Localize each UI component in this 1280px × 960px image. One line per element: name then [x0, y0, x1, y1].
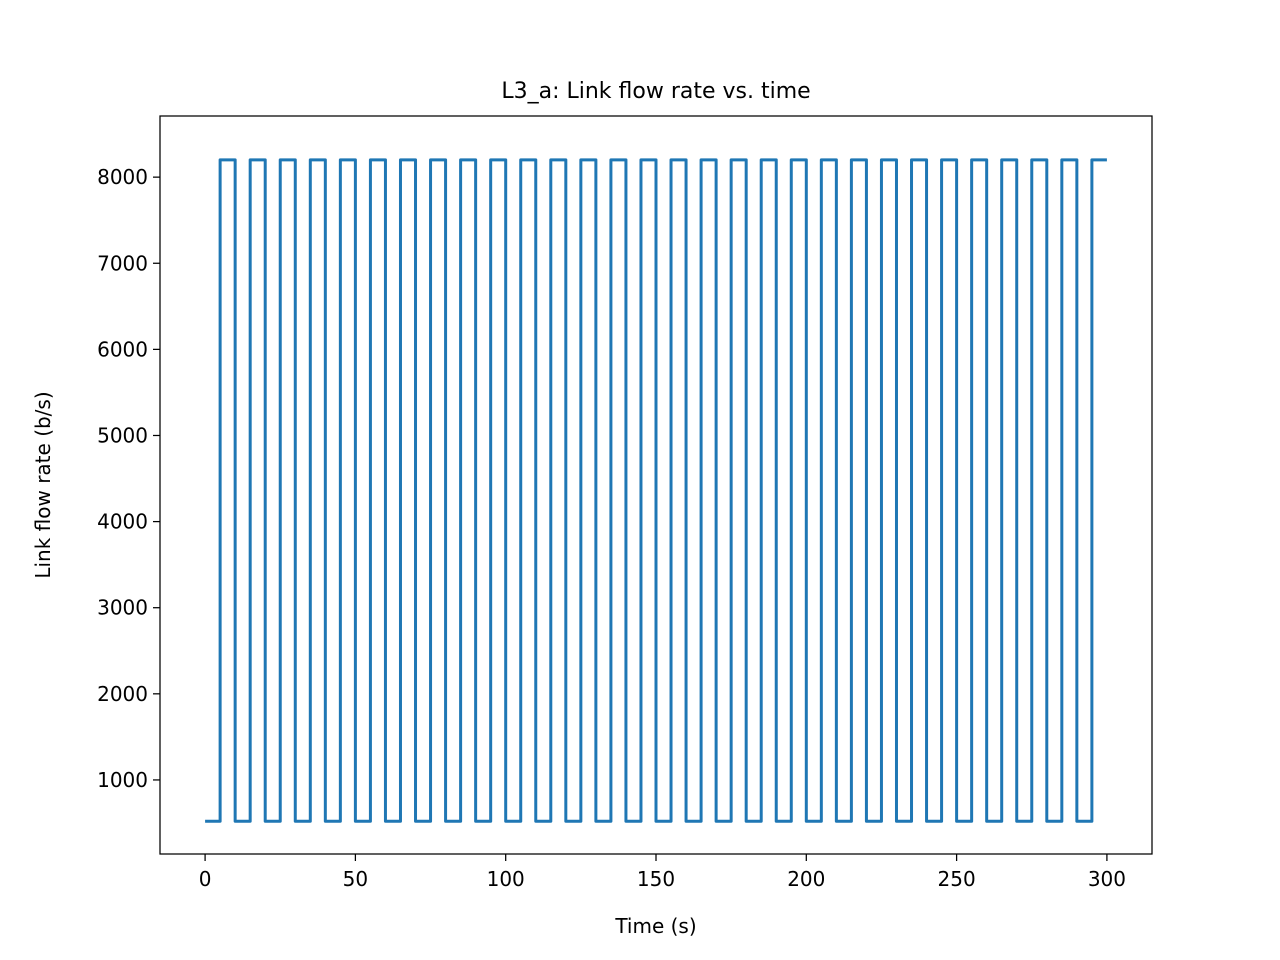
y-axis-label: Link flow rate (b/s)	[31, 391, 55, 578]
plot-area	[205, 158, 1107, 823]
y-tick-label: 5000	[97, 423, 148, 447]
x-tick-label: 100	[487, 867, 525, 891]
y-tick-label: 3000	[97, 596, 148, 620]
y-tick-label: 1000	[97, 768, 148, 792]
axes-frame	[159, 115, 1153, 855]
chart-title: L3_a: Link flow rate vs. time	[501, 79, 810, 104]
x-tick-label: 200	[787, 867, 825, 891]
y-axis: 1000 2000 3000 4000 5000 6000 7000 8000	[97, 165, 160, 792]
y-tick-label: 7000	[97, 251, 148, 275]
x-axis: 0 50 100 150 200 250 300	[199, 854, 1126, 891]
x-tick-label: 250	[938, 867, 976, 891]
x-axis-label: Time (s)	[614, 914, 696, 938]
y-tick-label: 8000	[97, 165, 148, 189]
y-tick-label: 4000	[97, 510, 148, 534]
x-tick-label: 150	[637, 867, 675, 891]
x-tick-label: 300	[1088, 867, 1126, 891]
x-tick-label: 50	[343, 867, 368, 891]
x-tick-label: 0	[199, 867, 212, 891]
y-tick-label: 2000	[97, 682, 148, 706]
series-line-0	[205, 158, 1107, 823]
y-tick-label: 6000	[97, 337, 148, 361]
